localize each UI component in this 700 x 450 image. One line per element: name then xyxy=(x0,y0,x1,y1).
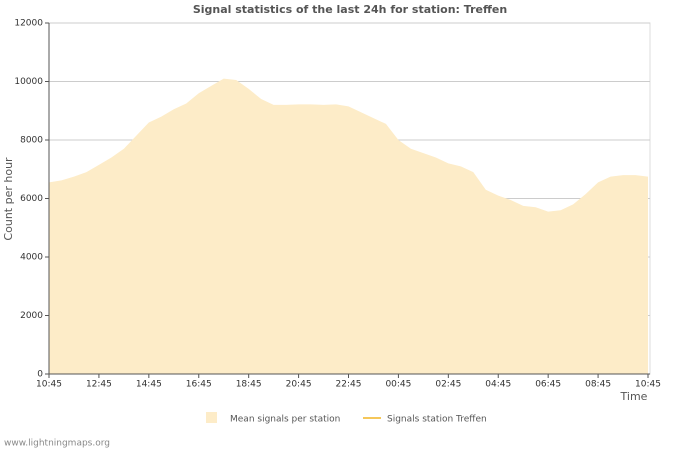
x-tick-label: 22:45 xyxy=(336,380,362,390)
legend-label: Mean signals per station xyxy=(230,415,340,425)
x-tick-label: 10:45 xyxy=(36,380,62,390)
y-tick-label: 8000 xyxy=(20,136,43,146)
y-tick-label: 10000 xyxy=(14,77,43,87)
x-tick-label: 00:45 xyxy=(385,380,411,390)
legend-swatch xyxy=(206,412,217,423)
x-tick-label: 08:45 xyxy=(585,380,611,390)
x-tick-label: 18:45 xyxy=(236,380,262,390)
y-tick-label: 6000 xyxy=(20,194,43,204)
x-tick-label: 06:45 xyxy=(535,380,561,390)
x-tick-label: 14:45 xyxy=(136,380,162,390)
y-tick-label: 2000 xyxy=(20,311,43,321)
x-tick-label: 16:45 xyxy=(186,380,212,390)
legend-label: Signals station Treffen xyxy=(387,415,487,425)
y-tick-label: 4000 xyxy=(20,253,43,263)
y-tick-label: 0 xyxy=(37,370,43,380)
chart-title: Signal statistics of the last 24h for st… xyxy=(193,3,507,16)
x-tick-label: 10:45 xyxy=(635,380,661,390)
x-axis-label: Time xyxy=(620,390,648,403)
x-tick-label: 20:45 xyxy=(286,380,312,390)
y-tick-label: 12000 xyxy=(14,19,43,29)
footer: www.lightningmaps.org xyxy=(4,439,110,449)
y-axis-label: Count per hour xyxy=(2,157,15,241)
x-tick-label: 02:45 xyxy=(435,380,461,390)
x-tick-label: 12:45 xyxy=(86,380,112,390)
area xyxy=(49,78,648,374)
x-tick-label: 04:45 xyxy=(485,380,511,390)
